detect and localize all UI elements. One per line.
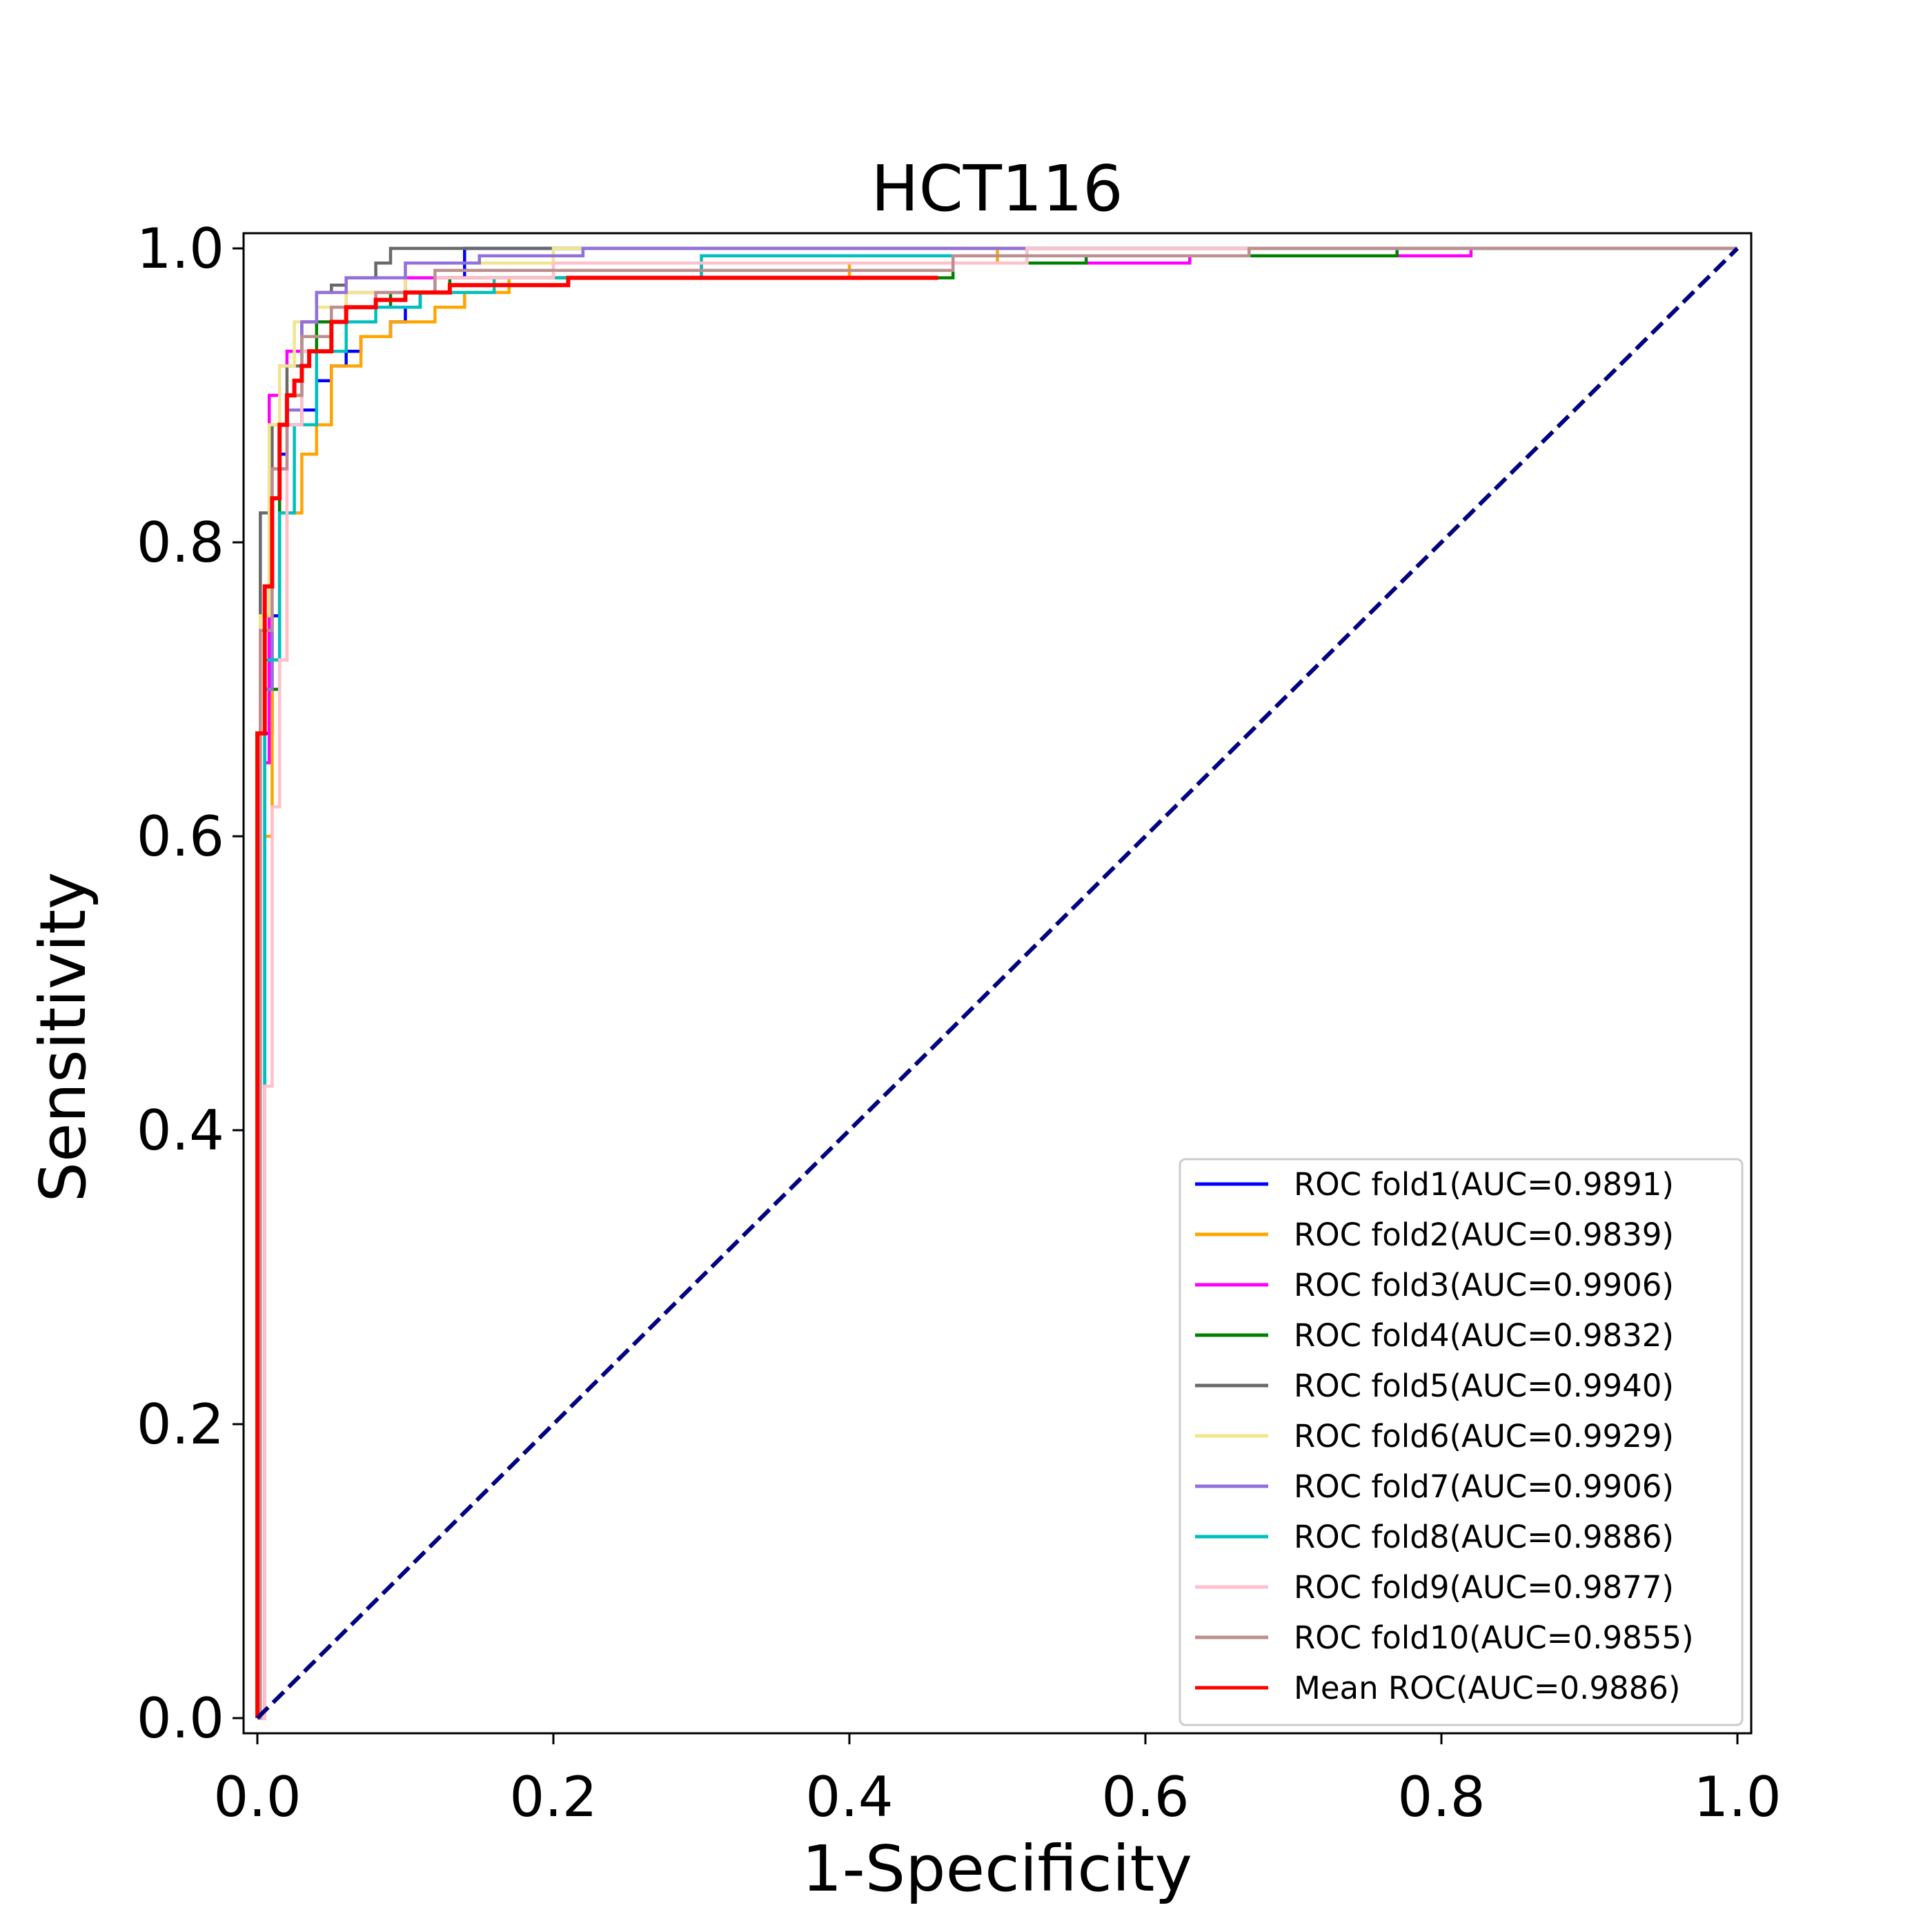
y-tick-label: 0.2 [137, 1392, 224, 1457]
x-tick-label: 0.2 [509, 1765, 597, 1829]
legend-box [1179, 1158, 1744, 1726]
series-line-11 [255, 275, 938, 1718]
plot-area: 0.0 0.2 0.4 0.6 0.8 1.0 0.0 0.2 0.4 0.6 0.8 1.0 [137, 217, 1782, 1829]
legend-label-2: ROC fold2(AUC=0.9839) [1294, 1216, 1674, 1253]
legend-label-6: ROC fold6(AUC=0.9929) [1294, 1418, 1674, 1455]
y-tick-label: 1.0 [137, 217, 224, 281]
y-tick-label: 0.6 [137, 805, 224, 869]
legend-label-10: ROC fold10(AUC=0.9855) [1294, 1619, 1694, 1656]
x-tick-label: 0.6 [1101, 1765, 1189, 1829]
legend-label-5: ROC fold5(AUC=0.9940) [1294, 1368, 1674, 1404]
legend-label-7: ROC fold7(AUC=0.9906) [1294, 1468, 1674, 1505]
legend-label-8: ROC fold8(AUC=0.9886) [1294, 1519, 1674, 1555]
x-tick-label: 0.4 [805, 1765, 893, 1829]
legend-label-1: ROC fold1(AUC=0.9891) [1294, 1166, 1674, 1203]
y-tick-label: 0.4 [137, 1098, 224, 1163]
x-tick-label: 1.0 [1693, 1765, 1781, 1829]
diagonal-reference-line [255, 246, 1739, 1720]
y-tick-label: 0.0 [137, 1686, 224, 1751]
legend-label-11: Mean ROC(AUC=0.9886) [1294, 1670, 1680, 1706]
chart-title: HCT116 [871, 152, 1123, 226]
axes-frame [242, 232, 1753, 1735]
legend-label-3: ROC fold3(AUC=0.9906) [1294, 1267, 1674, 1303]
x-tick-label: 0.8 [1397, 1765, 1485, 1829]
x-axis-label: 1-Specificity [802, 1832, 1192, 1906]
series-line-8 [257, 246, 1737, 1720]
legend-label-9: ROC fold9(AUC=0.9877) [1294, 1569, 1674, 1606]
legend: ROC fold1(AUC=0.9891) ROC fold2(AUC=0.983… [1179, 1158, 1744, 1726]
y-axis-label: Sensitivity [26, 872, 100, 1203]
legend-label-4: ROC fold4(AUC=0.9832) [1294, 1317, 1674, 1354]
x-tick-label: 0.0 [213, 1765, 301, 1829]
series-line-7 [257, 246, 1737, 1720]
y-tick-label: 0.8 [137, 511, 224, 575]
